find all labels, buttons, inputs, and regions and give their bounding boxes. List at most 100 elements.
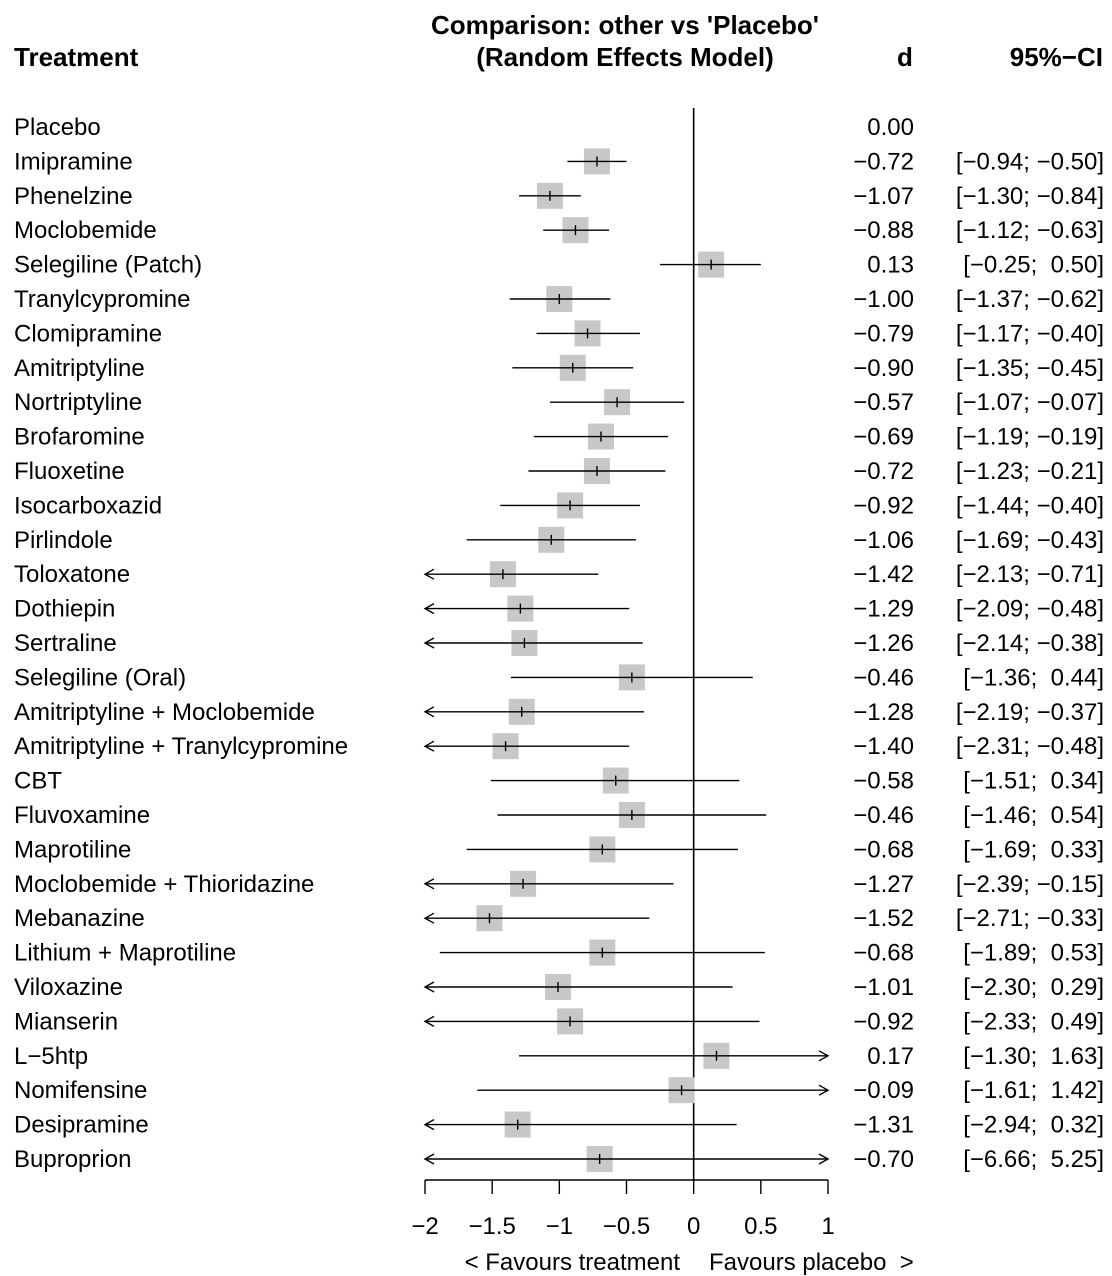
treatment-label: Moclobemide + Thioridazine [14,871,314,898]
treatment-label: Fluvoxamine [14,802,150,829]
forest-row: Phenelzine −1.07 [−1.30; −0.84] [14,182,1104,210]
ci-value: [−2.14; −0.38] [956,630,1104,657]
effect-value: −1.06 [853,527,914,554]
ci-value: [−1.12; −0.63] [956,217,1104,244]
treatment-label: Tranylcypromine [14,286,191,313]
effect-value: −1.31 [853,1112,914,1139]
treatment-label: Clomipramine [14,320,162,347]
forest-row: Brofaromine −0.69 [−1.19; −0.19] [14,423,1104,451]
effect-value: −1.52 [853,905,914,932]
ci-value: [−1.17; −0.40] [956,320,1104,347]
effect-value: −0.68 [853,940,914,967]
ci-arrow-left [423,981,435,993]
ci-value: [−2.94; 0.32] [963,1112,1104,1139]
favours-placebo-label: Favours placebo > [709,1249,914,1276]
ci-value: [−1.89; 0.53] [963,940,1104,967]
effect-value: −0.92 [853,492,914,519]
treatment-label: L−5htp [14,1043,88,1070]
treatment-label: Imipramine [14,148,133,175]
forest-row: Pirlindole −1.06 [−1.69; −0.43] [14,526,1104,554]
forest-row: Amitriptyline + Moclobemide −1.28 [−2.19; … [14,698,1104,726]
effect-value: −1.40 [853,733,914,760]
forest-row: Viloxazine −1.01 [−2.30; 0.29] [14,974,1104,1001]
ci-value: [−1.36; 0.44] [963,664,1104,691]
effect-value: −0.72 [853,458,914,485]
ci-value: [−1.69; 0.33] [963,836,1104,863]
treatment-label: CBT [14,768,62,795]
ci-value: [−2.13; −0.71] [956,561,1104,588]
treatment-label: Nomifensine [14,1077,147,1104]
ci-value: [−2.09; −0.48] [956,596,1104,623]
effect-value: −0.69 [853,424,914,451]
effect-value: −0.92 [853,1008,914,1035]
ci-value: [−1.69; −0.43] [956,527,1104,554]
treatment-label: Mianserin [14,1008,118,1035]
forest-row: Nortriptyline −0.57 [−1.07; −0.07] [14,389,1104,416]
ci-value: [−2.39; −0.15] [956,871,1104,898]
treatment-label: Toloxatone [14,561,130,588]
treatment-label: Amitriptyline + Tranylcypromine [14,733,348,760]
forest-row: L−5htp 0.17 [−1.30; 1.63] [14,1042,1104,1070]
treatment-label: Nortriptyline [14,389,142,416]
forest-row: Moclobemide −0.88 [−1.12; −0.63] [14,217,1104,244]
forest-row: Amitriptyline −0.90 [−1.35; −0.45] [14,354,1104,382]
ci-value: [−0.94; −0.50] [956,148,1104,175]
forest-row: Placebo 0.00 [14,114,914,141]
ci-arrow-left [423,1015,435,1028]
forest-row: Mebanazine −1.52 [−2.71; −0.33] [14,905,1104,932]
forest-row: Fluvoxamine −0.46 [−1.46; 0.54] [14,802,1104,829]
effect-value: −0.90 [853,355,914,382]
ci-arrow-left [423,602,435,615]
forest-row: Moclobemide + Thioridazine −1.27 [−2.39; −… [14,870,1104,898]
ci-value: [−1.44; −0.40] [956,492,1104,519]
ci-value: [−2.30; 0.29] [963,974,1104,1001]
ci-arrow-left [423,1153,435,1165]
forest-row: Toloxatone −1.42 [−2.13; −0.71] [14,561,1104,588]
x-axis: −2 −1.5 −1 −0.5 0 0.5 1 < Favours treatment Favo… [411,1179,914,1276]
effect-value: −1.28 [853,699,914,726]
ci-value: [−1.51; 0.34] [963,768,1104,795]
ci-value: [−1.19; −0.19] [956,424,1104,451]
forest-row: Buproprion −0.70 [−6.66; 5.25] [14,1146,1104,1173]
effect-value: −0.70 [853,1146,914,1173]
d-column-header: d [897,42,913,72]
treatment-label: Desipramine [14,1112,149,1139]
ci-value: [−1.23; −0.21] [956,458,1104,485]
ci-arrow-right [818,1153,830,1165]
ci-value: [−6.66; 5.25] [963,1146,1104,1173]
forest-row: Selegiline (Oral) −0.46 [−1.36; 0.44] [14,664,1104,691]
treatment-label: Viloxazine [14,974,123,1001]
x-tick-label: 1 [821,1213,834,1240]
forest-row: Sertraline −1.26 [−2.14; −0.38] [14,630,1104,657]
treatment-label: Moclobemide [14,217,157,244]
forest-row: CBT −0.58 [−1.51; 0.34] [14,767,1104,795]
forest-row: Mianserin −0.92 [−2.33; 0.49] [14,1008,1104,1035]
effect-value: −1.01 [853,974,914,1001]
effect-value: −1.26 [853,630,914,657]
forest-row: Nomifensine −0.09 [−1.61; 1.42] [14,1077,1104,1104]
x-tick-label: −1.5 [468,1213,515,1240]
x-tick-label: 0.5 [744,1213,777,1240]
forest-row: Imipramine −0.72 [−0.94; −0.50] [14,148,1104,175]
forest-row: Selegiline (Patch) 0.13 [−0.25; 0.50] [14,251,1104,279]
effect-value: −1.27 [853,871,914,898]
treatment-label: Mebanazine [14,905,145,932]
treatment-label: Amitriptyline [14,355,145,382]
ci-value: [−1.46; 0.54] [963,802,1104,829]
ci-value: [−1.30; 1.63] [963,1043,1104,1070]
treatment-label: Selegiline (Patch) [14,252,202,279]
forest-row: Maprotiline −0.68 [−1.69; 0.33] [14,836,1104,863]
ci-value: [−2.31; −0.48] [956,733,1104,760]
ci-value: [−0.25; 0.50] [963,252,1104,279]
treatment-label: Fluoxetine [14,458,125,485]
ci-value: [−1.30; −0.84] [956,183,1104,210]
ci-arrow-left [423,568,435,580]
effect-value: −0.57 [853,389,914,416]
effect-value: −1.07 [853,183,914,210]
forest-row: Clomipramine −0.79 [−1.17; −0.40] [14,320,1104,347]
effect-value: −0.58 [853,768,914,795]
ci-arrow-right [818,1084,830,1096]
effect-value: −1.42 [853,561,914,588]
ci-arrow-left [423,1118,435,1131]
ci-arrow-left [423,912,435,924]
